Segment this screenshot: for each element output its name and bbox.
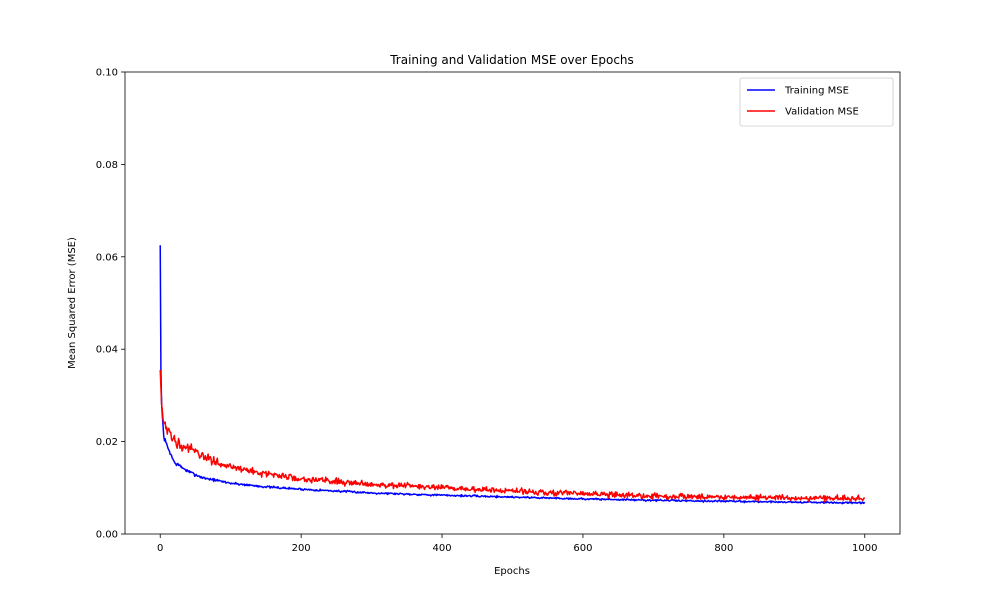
- y-axis-ticks: 0.00 0.02 0.04 0.06 0.08 0.10: [96, 68, 125, 541]
- legend-box: [739, 77, 894, 127]
- x-tick-label: 0: [157, 543, 163, 554]
- y-tick-label: 0.00: [96, 530, 118, 541]
- plot-frame: [124, 71, 901, 535]
- series-line-1: [159, 369, 866, 503]
- y-axis-label: Mean Squared Error (MSE): [67, 237, 78, 369]
- legend: Training MSE Validation MSE: [739, 77, 894, 127]
- x-tick-label: 200: [292, 543, 311, 554]
- x-axis-ticks: 0 200 400 600 800 1000: [157, 534, 877, 554]
- chart-title: Training and Validation MSE over Epochs: [389, 53, 634, 67]
- y-tick-label: 0.02: [96, 437, 118, 448]
- x-tick-label: 1000: [852, 543, 877, 554]
- x-tick-label: 400: [432, 543, 451, 554]
- x-tick-label: 600: [573, 543, 592, 554]
- legend-label: Validation MSE: [785, 107, 859, 118]
- series-line-0: [159, 245, 866, 505]
- y-tick-label: 0.04: [96, 345, 118, 356]
- x-axis-label: Epochs: [494, 566, 530, 577]
- x-tick-label: 800: [714, 543, 733, 554]
- plot-lines: [159, 245, 866, 505]
- legend-label: Training MSE: [784, 86, 849, 97]
- y-tick-label: 0.06: [96, 252, 118, 263]
- y-tick-label: 0.08: [96, 160, 118, 171]
- y-tick-label: 0.10: [96, 68, 118, 79]
